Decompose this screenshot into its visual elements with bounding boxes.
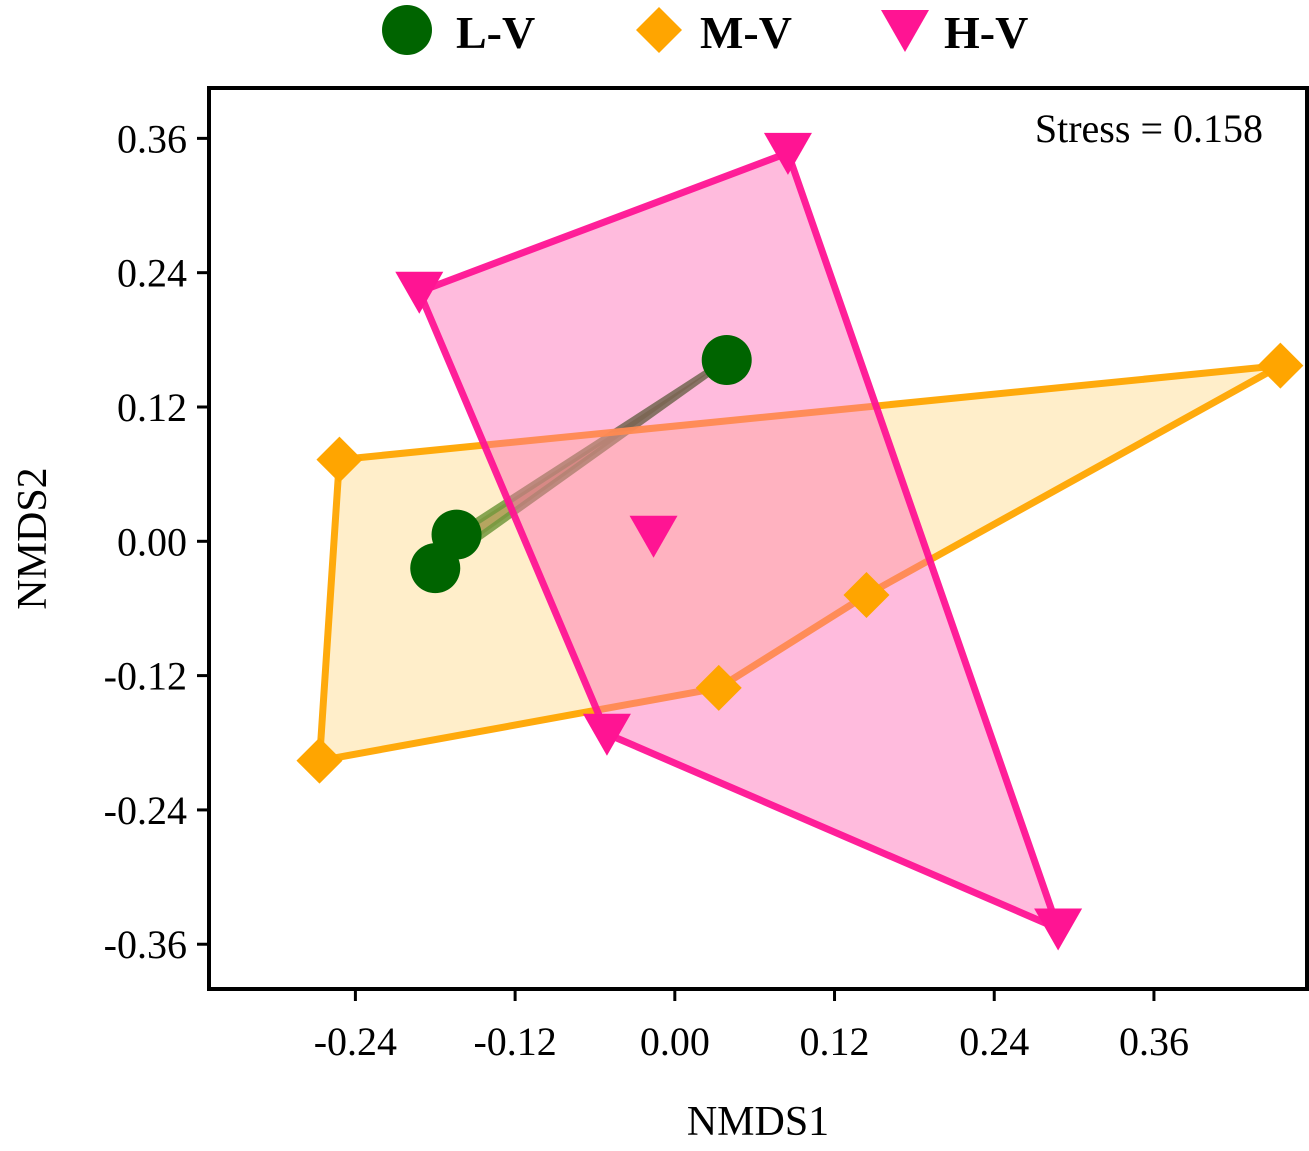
y-tick-label: -0.36: [104, 922, 187, 967]
x-axis: -0.24 -0.12 0.00 0.12 0.24 0.36: [314, 989, 1189, 1064]
hull-m-v: [315, 362, 1283, 765]
point-m-v-3: [843, 572, 890, 619]
legend-marker-m-v: [636, 7, 682, 53]
stress-annotation: Stress = 0.158: [1035, 106, 1263, 151]
legend-marker-l-v: [382, 5, 432, 55]
legend: L-V M-V H-V: [382, 5, 1028, 58]
point-h-v-4: [582, 713, 631, 756]
y-tick-label: 0.12: [117, 385, 187, 430]
point-m-v-2: [1257, 342, 1304, 389]
legend-label-m-v: M-V: [700, 7, 792, 58]
y-tick-label: 0.36: [117, 116, 187, 161]
point-l-v-1: [701, 334, 752, 385]
y-tick-label: -0.24: [104, 788, 187, 833]
y-axis-title: NMDS2: [10, 467, 56, 609]
point-h-v-1: [763, 132, 812, 175]
x-tick-label: 0.00: [640, 1019, 710, 1064]
y-tick-label: 0.00: [117, 519, 187, 564]
plot-frame: [207, 86, 1309, 991]
point-h-v-3: [629, 515, 678, 558]
point-m-v-1: [316, 436, 363, 483]
point-layer: [296, 132, 1304, 951]
point-h-v-5: [1034, 908, 1083, 951]
point-h-v-2: [395, 271, 444, 314]
y-axis: -0.36 -0.24 -0.12 0.00 0.12 0.24 0.36: [104, 116, 209, 967]
legend-label-l-v: L-V: [456, 7, 535, 58]
x-axis-title: NMDS1: [687, 1099, 829, 1145]
legend-marker-h-v: [881, 10, 929, 52]
point-m-v-5: [296, 737, 343, 784]
x-tick-label: 0.36: [1119, 1019, 1189, 1064]
x-tick-label: 0.12: [800, 1019, 870, 1064]
legend-label-h-v: H-V: [944, 7, 1028, 58]
x-tick-label: -0.24: [314, 1019, 397, 1064]
x-tick-label: -0.12: [473, 1019, 556, 1064]
y-tick-label: 0.24: [117, 251, 187, 296]
point-m-v-4: [695, 664, 742, 711]
y-tick-label: -0.12: [104, 654, 187, 699]
point-l-v-3: [410, 543, 461, 594]
x-tick-label: 0.24: [959, 1019, 1029, 1064]
